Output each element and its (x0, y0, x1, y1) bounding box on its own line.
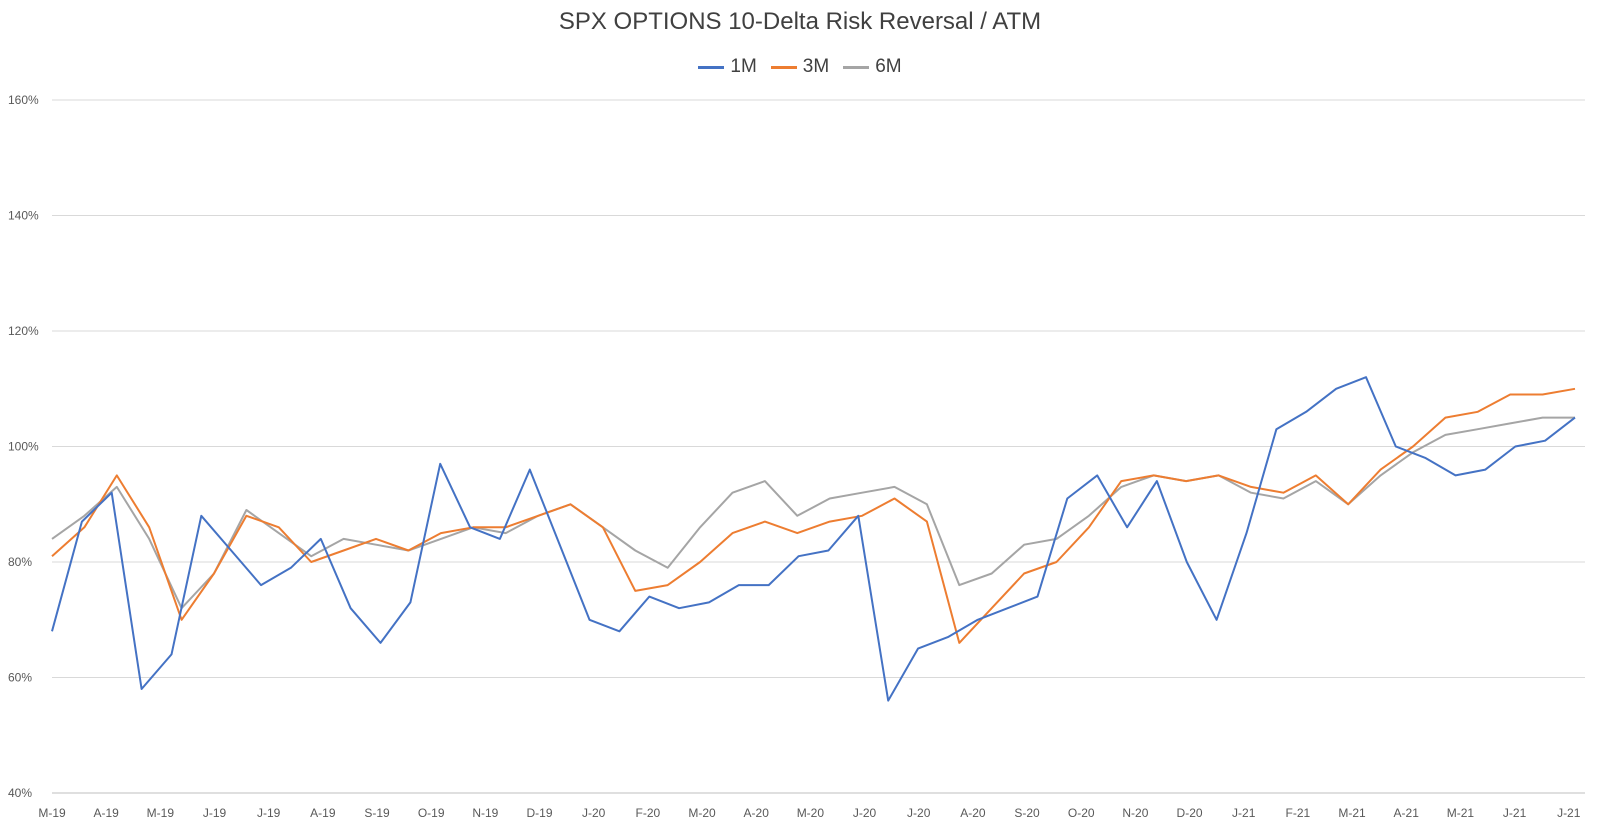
x-tick-label: A-20 (960, 806, 986, 820)
legend-item-6m[interactable]: 6M (843, 56, 902, 78)
x-tick-label: J-21 (1503, 806, 1527, 820)
legend-swatch-3m (770, 65, 797, 69)
y-tick-label: 140% (8, 209, 39, 223)
x-tick-label: J-21 (1232, 806, 1256, 820)
x-tick-label: O-20 (1068, 806, 1095, 820)
x-tick-label: N-19 (472, 806, 498, 820)
series-line-1m (51, 376, 1576, 702)
x-tick-label: D-20 (1177, 806, 1203, 820)
x-tick-label: A-19 (93, 806, 119, 820)
x-tick-label: A-19 (310, 806, 336, 820)
y-tick-label: 100% (8, 440, 39, 454)
x-tick-label: D-19 (527, 806, 553, 820)
x-tick-label: M-19 (38, 806, 66, 820)
x-tick-label: J-19 (203, 806, 227, 820)
x-tick-label: N-20 (1122, 806, 1148, 820)
legend-swatch-1m (698, 65, 725, 69)
x-tick-label: M-19 (147, 806, 175, 820)
x-tick-label: J-20 (853, 806, 877, 820)
x-tick-label: J-20 (907, 806, 931, 820)
x-tick-label: M-21 (1447, 806, 1475, 820)
legend-label-3m: 3M (802, 56, 830, 77)
x-tick-label: J-19 (257, 806, 281, 820)
x-tick-label: J-21 (1557, 806, 1581, 820)
y-tick-label: 160% (8, 93, 39, 107)
legend: 1M 3M 6M (0, 56, 1600, 78)
y-tick-label: 80% (8, 555, 32, 569)
y-tick-label: 60% (8, 671, 32, 685)
x-tick-label: S-20 (1014, 806, 1040, 820)
y-tick-label: 40% (8, 786, 32, 800)
x-tick-label: A-21 (1394, 806, 1420, 820)
legend-swatch-6m (843, 65, 870, 69)
legend-label-1m: 1M (730, 56, 757, 77)
x-tick-label: F-21 (1286, 806, 1311, 820)
x-tick-label: S-19 (364, 806, 390, 820)
x-tick-label: A-20 (744, 806, 770, 820)
x-tick-label: F-20 (636, 806, 661, 820)
legend-item-3m[interactable]: 3M (770, 56, 830, 78)
x-tick-label: M-21 (1338, 806, 1366, 820)
y-tick-label: 120% (8, 324, 39, 338)
legend-item-1m[interactable]: 1M (698, 56, 757, 78)
series-line-3m (51, 387, 1576, 644)
x-tick-label: O-19 (418, 806, 445, 820)
chart-title: SPX OPTIONS 10-Delta Risk Reversal / ATM (558, 8, 1042, 35)
x-tick-label: J-20 (582, 806, 606, 820)
legend-label-6m: 6M (875, 56, 902, 77)
x-tick-label: M-20 (797, 806, 825, 820)
x-tick-label: M-20 (688, 806, 716, 820)
